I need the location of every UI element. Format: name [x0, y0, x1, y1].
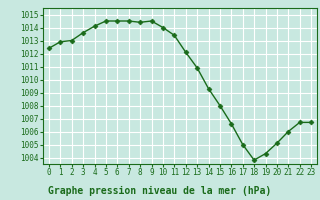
Text: Graphe pression niveau de la mer (hPa): Graphe pression niveau de la mer (hPa) — [48, 186, 272, 196]
